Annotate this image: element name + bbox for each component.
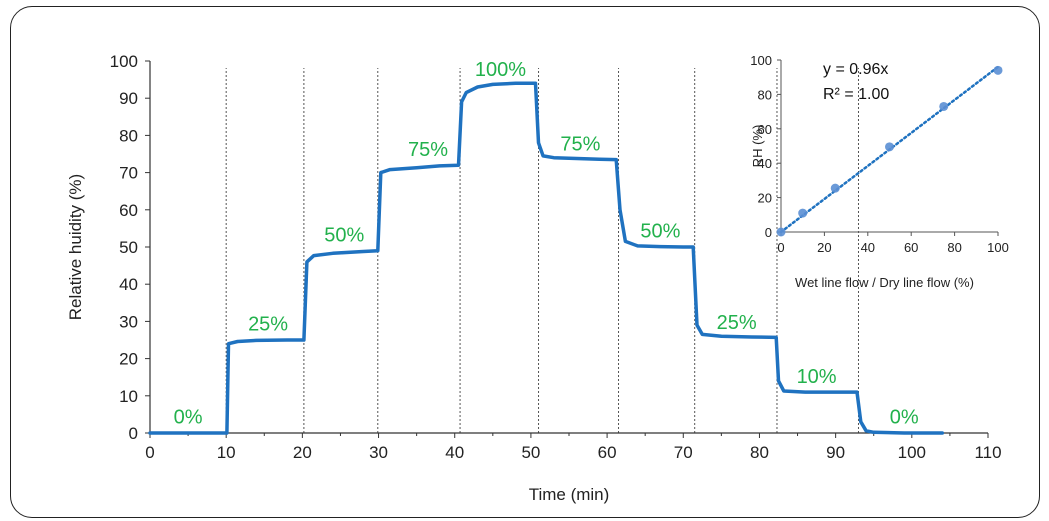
data-point: [798, 208, 808, 218]
step-label: 25%: [248, 314, 288, 336]
x-tick-label: 50: [521, 443, 540, 462]
step-label: 100%: [475, 59, 526, 81]
inset-x-tick-label: 20: [817, 240, 831, 255]
inset-series: [776, 65, 1003, 237]
data-point: [830, 183, 840, 193]
main-plot: 0 10 20 30 40 50 60 70 80 90 100 110 0 10 20 30 40 50 60 70…: [66, 52, 1002, 504]
x-tick-label: 80: [750, 443, 769, 462]
step-label: 75%: [560, 133, 600, 155]
y-tick-label: 80: [119, 126, 138, 145]
data-point: [776, 227, 786, 237]
r-squared-label: R² = 1.00: [823, 86, 889, 103]
y-tick-label: 30: [119, 312, 138, 331]
step-labels: 0% 25% 50% 75% 100% 75% 50% 25% 10% 0%: [174, 59, 919, 429]
y-tick-label: 40: [119, 275, 138, 294]
x-tick-label: 60: [598, 443, 617, 462]
inset-x-tick-label: 60: [904, 240, 918, 255]
inset-x-tick-label: 80: [947, 240, 961, 255]
rh-series-line: [148, 81, 945, 435]
step-label: 50%: [324, 224, 364, 246]
x-tick-label: 30: [369, 443, 388, 462]
x-tick-label: 40: [445, 443, 464, 462]
y-tick-label: 0: [129, 424, 138, 443]
main-tick-labels: 0 10 20 30 40 50 60 70 80 90 100 110 0 10 20 30 40 50 60 70…: [110, 52, 1002, 462]
step-label: 25%: [717, 312, 757, 334]
y-tick-label: 100: [110, 52, 138, 71]
inset-y-tick-label: 100: [750, 53, 772, 68]
inset-x-tick-label: 40: [861, 240, 875, 255]
x-tick-label: 20: [293, 443, 312, 462]
step-label: 75%: [408, 139, 448, 161]
inset-y-tick-label: 0: [765, 225, 772, 240]
y-tick-label: 60: [119, 201, 138, 220]
x-tick-label: 110: [974, 443, 1001, 462]
inset-y-tick-label: 40: [758, 156, 772, 171]
trendline-equation: y = 0.96x: [823, 61, 888, 78]
inset-tick-labels: 0 20 40 60 80 100 0 20 40 60 80 100: [750, 53, 1009, 255]
data-point: [993, 65, 1003, 75]
y-axis-title: Relative huidity (%): [66, 174, 85, 320]
inset-x-tick-label: 0: [777, 240, 784, 255]
x-axis-title: Time (min): [529, 485, 610, 504]
x-tick-label: 10: [217, 443, 236, 462]
step-label: 50%: [640, 221, 680, 243]
inset-plot: 0 20 40 60 80 100 0 20 40 60 80 100 Wet line flow /…: [750, 53, 1009, 290]
inset-x-axis-title: Wet line flow / Dry line flow (%): [795, 275, 974, 290]
data-point: [885, 142, 894, 152]
inset-y-tick-label: 60: [758, 122, 772, 137]
y-tick-label: 10: [119, 387, 138, 406]
data-point: [939, 101, 949, 111]
step-dividers: [225, 68, 859, 433]
y-tick-label: 50: [119, 238, 138, 257]
x-tick-label: 70: [674, 443, 693, 462]
y-tick-label: 20: [119, 350, 138, 369]
x-tick-label: 0: [145, 443, 154, 462]
main-series: [148, 81, 945, 435]
x-tick-label: 100: [898, 443, 926, 462]
inset-y-axis-title: RH (%): [750, 125, 765, 168]
inset-y-tick-label: 20: [758, 191, 772, 206]
x-tick-label: 90: [826, 443, 845, 462]
step-label: 0%: [174, 407, 203, 429]
step-label: 10%: [797, 366, 837, 388]
inset-y-tick-label: 80: [758, 87, 772, 102]
inset-x-tick-label: 100: [987, 240, 1009, 255]
y-tick-label: 70: [119, 164, 138, 183]
step-label: 0%: [890, 407, 919, 429]
y-tick-label: 90: [119, 89, 138, 108]
